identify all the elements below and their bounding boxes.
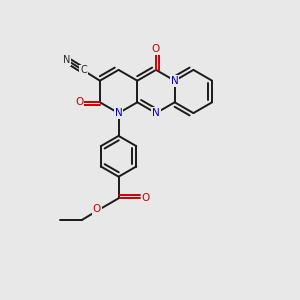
Text: O: O [142,193,150,203]
Text: N: N [171,76,178,86]
Text: N: N [152,108,160,118]
Text: N: N [115,108,122,118]
Text: C: C [80,65,87,75]
Text: N: N [63,55,70,65]
Text: O: O [152,44,160,54]
Text: O: O [75,97,83,107]
Text: O: O [93,204,101,214]
